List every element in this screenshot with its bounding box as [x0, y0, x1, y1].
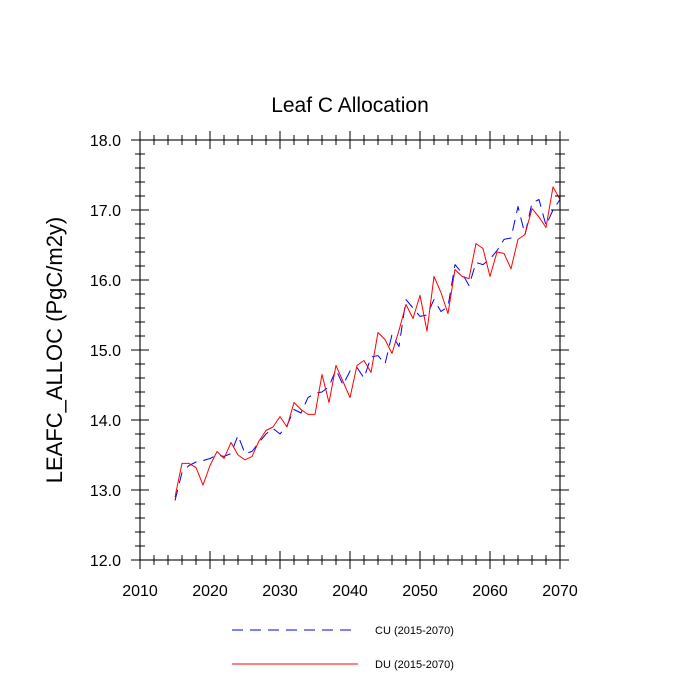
x-tick-label: 2070: [542, 583, 578, 600]
y-tick-label: 18.0: [90, 133, 121, 150]
x-tick-label: 2010: [122, 583, 158, 600]
x-tick-labels: 2010 2020 2030 2040 2050 2060 2070: [122, 583, 578, 600]
y-tick-label: 13.0: [90, 483, 121, 500]
y-axis-label: LEAFC_ALLOC (PgC/m2y): [42, 217, 67, 484]
legend-item-cu: CU (2015-2070): [232, 625, 454, 637]
x-tick-label: 2020: [192, 583, 228, 600]
plot-frame: [139, 139, 561, 561]
series-line-du: [174, 186, 561, 498]
plot-area: [131, 131, 569, 569]
legend-item-du: DU (2015-2070): [232, 659, 454, 671]
y-tick-label: 16.0: [90, 273, 121, 290]
ticks-layer: [131, 131, 569, 569]
x-tick-label: 2050: [402, 583, 438, 600]
y-tick-labels: 12.0 13.0 14.0 15.0 16.0 17.0 18.0: [90, 133, 121, 570]
series-line-cu: [174, 199, 561, 501]
y-tick-label: 17.0: [90, 203, 121, 220]
legend-label-cu: CU (2015-2070): [375, 625, 454, 637]
legend: CU (2015-2070) DU (2015-2070): [232, 625, 454, 671]
y-tick-label: 15.0: [90, 343, 121, 360]
chart-title: Leaf C Allocation: [271, 94, 429, 117]
x-tick-label: 2030: [262, 583, 298, 600]
x-tick-label: 2060: [472, 583, 508, 600]
y-tick-label: 12.0: [90, 553, 121, 570]
legend-label-du: DU (2015-2070): [375, 659, 454, 671]
x-tick-label: 2040: [332, 583, 368, 600]
y-tick-label: 14.0: [90, 413, 121, 430]
series-layer: [174, 186, 561, 501]
